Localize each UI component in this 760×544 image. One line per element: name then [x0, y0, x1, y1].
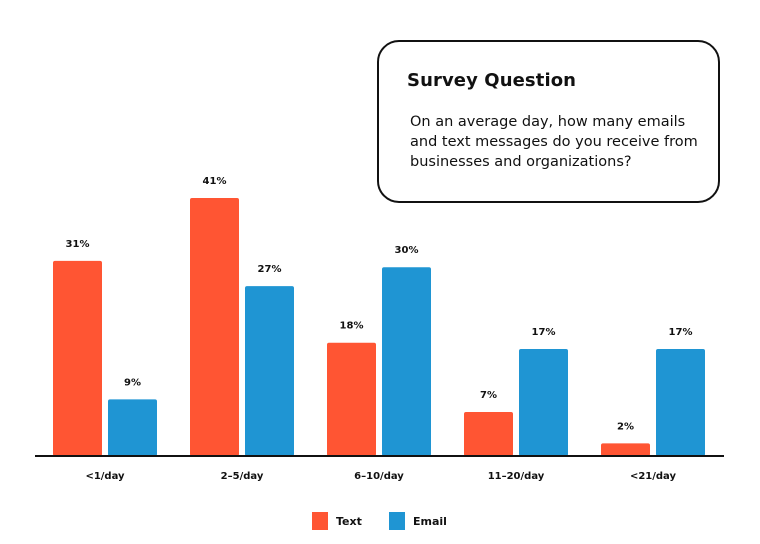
- data-label-email-0: 9%: [124, 377, 141, 388]
- x-tick-label: 6–10/day: [354, 471, 404, 482]
- x-tick-label: 2–5/day: [221, 471, 264, 482]
- x-tick-label: <1/day: [85, 471, 125, 482]
- x-tick-label: <21/day: [630, 471, 677, 482]
- legend-label-email: Email: [413, 515, 447, 528]
- data-label-text-0: 31%: [66, 239, 90, 250]
- data-label-text-1: 41%: [203, 176, 227, 187]
- callout-body: On an average day, how many emails and t…: [410, 114, 698, 170]
- data-label-email-2: 30%: [395, 245, 419, 256]
- bar-email-2: [382, 267, 431, 456]
- survey-question-callout: Survey Question On an average day, how m…: [377, 40, 720, 203]
- bar-email-3: [519, 349, 568, 456]
- bar-email-0: [108, 399, 157, 456]
- data-label-email-1: 27%: [258, 264, 282, 275]
- callout-title: Survey Question: [407, 70, 577, 91]
- legend-label-text: Text: [336, 515, 362, 528]
- bar-email-1: [245, 286, 294, 456]
- data-label-text-4: 2%: [617, 421, 634, 432]
- data-label-email-3: 17%: [532, 327, 556, 338]
- x-tick-label: 11–20/day: [488, 471, 545, 482]
- data-label-email-4: 17%: [669, 327, 693, 338]
- bar-email-4: [656, 349, 705, 456]
- bar-text-3: [464, 411, 513, 456]
- bar-text-4: [601, 443, 650, 456]
- bar-text-1: [190, 198, 239, 456]
- legend-swatch-text: [312, 512, 328, 530]
- legend-swatch-email: [389, 512, 405, 530]
- data-label-text-2: 18%: [340, 321, 364, 332]
- bar-text-0: [53, 260, 102, 456]
- bar-text-2: [327, 342, 376, 456]
- data-label-text-3: 7%: [480, 390, 497, 401]
